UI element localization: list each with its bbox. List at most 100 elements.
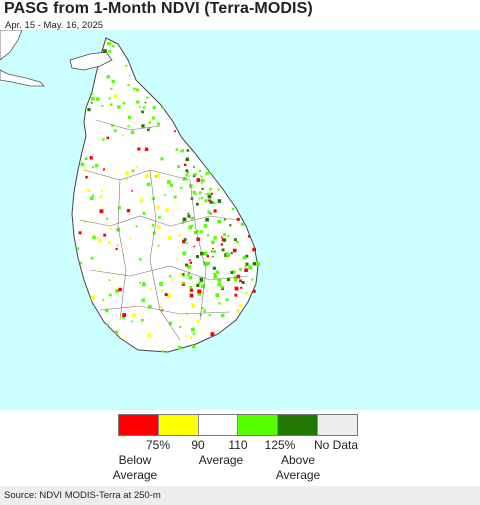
ndvi-pixel <box>187 273 190 276</box>
ndvi-pixel <box>234 286 239 291</box>
ndvi-pixel <box>97 267 100 269</box>
ndvi-pixel <box>151 224 155 227</box>
ndvi-pixel <box>118 206 121 210</box>
ndvi-pixel <box>201 291 204 294</box>
ndvi-pixel <box>196 319 200 323</box>
ndvi-pixel <box>231 207 235 211</box>
ndvi-pixel <box>111 124 114 127</box>
ndvi-pixel <box>147 128 150 132</box>
ndvi-pixel <box>202 307 204 309</box>
ndvi-pixel <box>206 192 211 197</box>
ndvi-pixel <box>161 350 164 353</box>
ndvi-pixel <box>160 306 163 309</box>
ndvi-pixel <box>256 262 260 266</box>
legend-tick-110: 110 <box>228 438 248 452</box>
ndvi-pixel <box>113 276 116 278</box>
ndvi-pixel <box>152 106 156 110</box>
ndvi-pixel <box>192 344 196 349</box>
ndvi-pixel <box>197 292 201 296</box>
ndvi-pixel <box>201 284 206 289</box>
ndvi-pixel <box>197 289 202 294</box>
legend-tick-125: 125% <box>264 438 296 452</box>
ndvi-pixel <box>179 272 183 276</box>
ndvi-pixel <box>148 121 151 124</box>
ndvi-pixel <box>204 262 209 266</box>
ndvi-pixel <box>189 285 193 289</box>
ndvi-pixel <box>252 289 256 293</box>
ndvi-pixel <box>226 253 230 257</box>
ndvi-pixel <box>217 188 220 191</box>
india-coast-south <box>0 69 45 87</box>
ndvi-pixel <box>95 164 99 168</box>
ndvi-pixel <box>108 279 111 281</box>
ndvi-pixel <box>227 256 229 258</box>
ndvi-pixel <box>135 166 138 169</box>
ndvi-pixel <box>185 157 189 162</box>
ndvi-pixel <box>114 330 119 334</box>
ndvi-pixel <box>135 225 138 228</box>
ndvi-pixel <box>110 87 113 90</box>
ndvi-pixel <box>207 171 211 175</box>
ndvi-pixel <box>91 194 94 197</box>
ndvi-pixel <box>173 195 177 199</box>
ndvi-pixel <box>225 298 229 302</box>
ndvi-pixel <box>113 129 117 133</box>
ndvi-pixel <box>230 252 233 255</box>
ndvi-pixel <box>196 255 199 259</box>
ndvi-pixel <box>217 278 222 282</box>
ndvi-pixel <box>164 293 168 297</box>
ndvi-pixel <box>241 281 245 284</box>
ndvi-pixel <box>79 261 82 264</box>
ndvi-pixel <box>200 230 204 234</box>
ndvi-pixel <box>141 110 144 114</box>
ndvi-pixel <box>92 166 95 169</box>
legend-swatch-110-125 <box>238 415 279 435</box>
ndvi-pixel <box>141 298 146 303</box>
ndvi-pixel <box>239 303 243 307</box>
ndvi-pixel <box>131 190 133 192</box>
ndvi-pixel <box>158 216 161 219</box>
ndvi-pixel <box>182 239 186 244</box>
ndvi-pixel <box>182 217 187 222</box>
ndvi-pixel <box>125 64 128 67</box>
ndvi-pixel <box>168 321 173 325</box>
ndvi-pixel <box>203 224 208 228</box>
ndvi-pixel <box>209 200 213 204</box>
ndvi-pixel <box>156 205 160 209</box>
ndvi-pixel <box>97 236 101 240</box>
ndvi-pixel <box>213 209 217 213</box>
ndvi-pixel <box>76 247 80 250</box>
ndvi-pixel <box>187 212 189 215</box>
ndvi-pixel <box>122 134 125 137</box>
ndvi-pixel <box>212 255 214 258</box>
ndvi-pixel <box>208 313 211 317</box>
ndvi-pixel <box>198 169 201 172</box>
ndvi-pixel <box>233 276 238 280</box>
ndvi-pixel <box>245 254 249 258</box>
ndvi-pixel <box>131 169 135 173</box>
ndvi-pixel <box>185 173 189 177</box>
ndvi-pixel <box>213 275 218 279</box>
ndvi-pixel <box>221 313 225 318</box>
ndvi-pixel <box>83 167 86 170</box>
ndvi-pixel <box>196 178 201 182</box>
ndvi-pixel <box>108 50 112 53</box>
ndvi-pixel <box>201 187 204 190</box>
ndvi-pixel <box>190 224 193 228</box>
ndvi-pixel <box>159 282 163 286</box>
ndvi-pixel <box>180 186 183 189</box>
ndvi-pixel <box>189 259 191 261</box>
ndvi-pixel <box>230 271 234 274</box>
ndvi-pixel <box>121 315 125 319</box>
ndvi-pixel <box>240 222 245 226</box>
ndvi-pixel <box>198 197 201 200</box>
ndvi-pixel <box>180 149 184 153</box>
ndvi-pixel <box>251 278 254 281</box>
ndvi-pixel <box>103 233 107 237</box>
ndvi-pixel <box>236 309 240 313</box>
ndvi-pixel <box>236 217 240 221</box>
ndvi-pixel <box>108 293 112 297</box>
ndvi-pixel <box>236 274 241 279</box>
ndvi-pixel <box>107 241 111 244</box>
india-coast <box>0 30 23 61</box>
